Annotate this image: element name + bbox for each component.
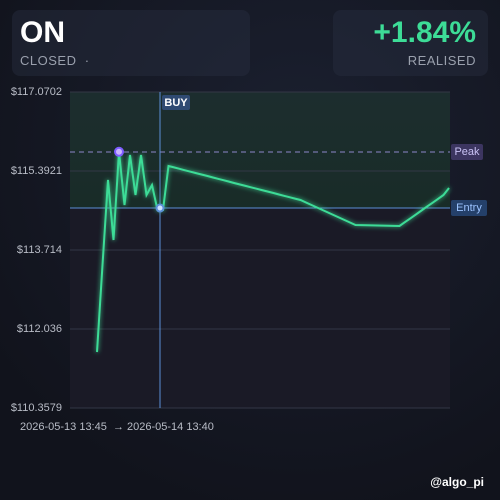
y-tick-label: $115.3921 [11,165,62,177]
status-text: CLOSED [20,53,77,68]
entry-label: Entry [456,202,482,214]
buy-label: BUY [164,97,188,109]
peak-tag [451,143,483,160]
ticker: ON [20,16,65,49]
peak-dot [114,146,124,157]
entry-tag [451,200,487,217]
x-range-arrow: → [113,421,124,433]
buy-tag [162,95,190,110]
y-tick-label: $113.714 [17,244,62,256]
x-range-end: 2026-05-14 13:40 [127,421,214,433]
peak-label: Peak [454,146,480,158]
pnl-card [333,10,488,76]
y-tick-label: $110.3579 [11,402,62,414]
x-range-start: 2026-05-13 13:45 [20,421,107,433]
price-line [96,151,450,353]
pnl: +1.84% [373,16,476,49]
pnl-label: REALISED [407,53,476,68]
y-tick-label: $112.036 [17,323,62,335]
separator: · [84,53,90,68]
entry-dot [155,203,165,213]
y-tick-label: $117.0702 [11,86,62,98]
status: CLOSED · [20,53,90,68]
status-card [12,10,250,76]
watermark: @algo_pi [430,475,484,489]
